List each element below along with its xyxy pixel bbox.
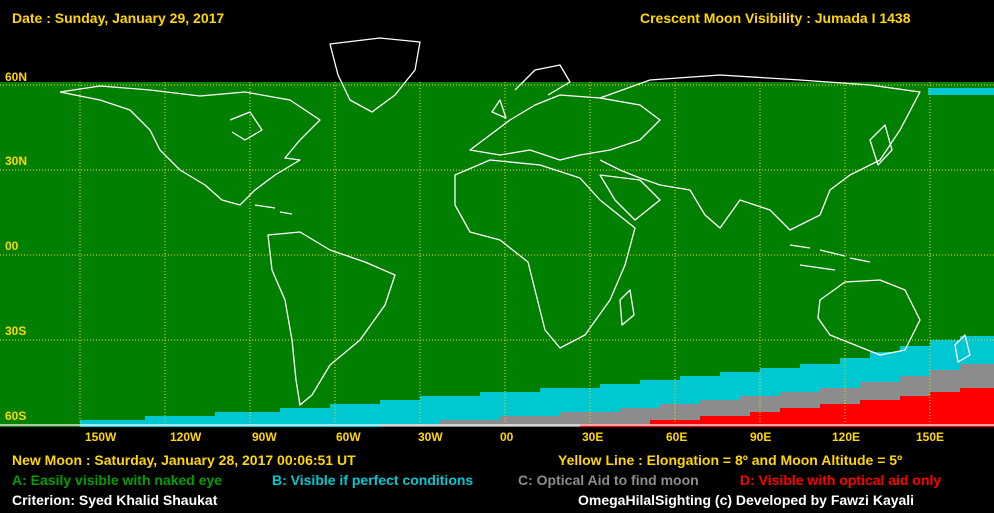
hudson-bay [229,111,263,141]
south-america-coast [267,231,396,406]
lat-label-60s: 60S [5,409,27,423]
map-title: Crescent Moon Visibility : Jumada I 1438 [640,10,911,26]
lat-label-60n: 60N [5,70,28,84]
criterion-label: Criterion: Syed Khalid Shaukat [12,492,218,508]
north-america-coast [59,85,321,206]
scandinavia-coast [514,64,571,96]
australia-coast [817,279,921,356]
japan [869,124,893,166]
lon-label-0: 00 [500,430,514,444]
british-isles [491,99,507,119]
madagascar [619,289,635,326]
asia-coast [599,74,921,231]
arabia-coast [599,174,661,221]
europe-coast [469,94,661,161]
legend-zone-c: C: Optical Aid to find moon [518,472,699,488]
lon-label-120e: 120E [832,430,861,444]
zone-d-region [580,388,994,427]
lon-label-150e: 150E [916,430,945,444]
credit-label: OmegaHilalSighting (c) Developed by Fawz… [578,492,915,508]
lon-label-120w: 120W [170,430,202,444]
lat-label-equator: 00 [5,239,19,253]
lat-label-30n: 30N [5,154,28,168]
new-zealand [954,334,971,363]
legend-zone-d: D: Visible with optical aid only [740,472,942,488]
zone-b-region-north [928,88,994,95]
yellow-line-label: Yellow Line : Elongation = 8º and Moon A… [558,452,903,468]
lon-label-30e: 30E [582,430,604,444]
lon-label-90e: 90E [750,430,772,444]
lon-label-150w: 150W [85,430,117,444]
caribbean-islands [254,204,293,215]
lon-label-30w: 30W [418,430,443,444]
lon-label-90w: 90W [252,430,277,444]
coastlines [0,37,994,426]
lat-label-30s: 30S [5,324,27,338]
date-label: Date : Sunday, January 29, 2017 [12,10,225,26]
lon-label-60w: 60W [336,430,361,444]
lon-label-60e: 60E [666,430,688,444]
new-moon-label: New Moon : Saturday, January 28, 2017 00… [12,452,356,468]
greenland-coast [329,37,421,113]
indonesia [789,244,871,271]
legend-zone-b: B: Visible if perfect conditions [272,472,474,488]
legend-zone-a: A: Easily visible with naked eye [12,472,223,488]
africa-coast [454,159,636,349]
